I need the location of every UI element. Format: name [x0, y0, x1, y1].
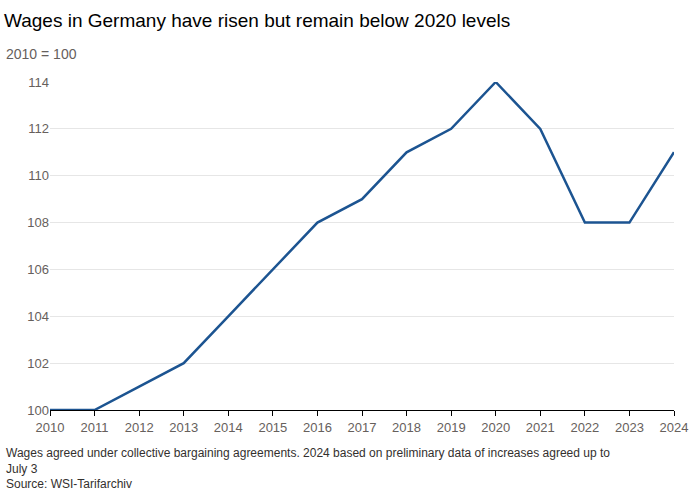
svg-text:2017: 2017	[348, 420, 377, 435]
svg-text:2024: 2024	[660, 420, 689, 435]
svg-text:Wages agreed under collective: Wages agreed under collective bargaining…	[6, 446, 610, 491]
svg-text:Wages in Germany have risen bu: Wages in Germany have risen but remain b…	[4, 10, 510, 31]
svg-text:2013: 2013	[169, 420, 198, 435]
svg-text:2019: 2019	[437, 420, 466, 435]
svg-text:2011: 2011	[81, 420, 109, 435]
svg-text:114: 114	[28, 75, 49, 90]
svg-text:100: 100	[27, 403, 49, 418]
svg-text:106: 106	[27, 262, 49, 277]
svg-text:2020: 2020	[481, 420, 510, 435]
svg-text:2012: 2012	[125, 420, 154, 435]
svg-text:112: 112	[28, 121, 49, 136]
svg-text:2018: 2018	[392, 420, 421, 435]
svg-text:102: 102	[27, 356, 49, 371]
svg-text:2010 = 100: 2010 = 100	[6, 46, 77, 62]
svg-text:2022: 2022	[570, 420, 599, 435]
svg-text:104: 104	[27, 309, 49, 324]
svg-text:2015: 2015	[258, 420, 287, 435]
svg-text:2014: 2014	[214, 420, 243, 435]
svg-text:2021: 2021	[526, 420, 555, 435]
svg-text:108: 108	[27, 215, 49, 230]
svg-text:110: 110	[28, 168, 49, 183]
svg-text:2010: 2010	[36, 420, 65, 435]
svg-text:2016: 2016	[303, 420, 332, 435]
svg-text:2023: 2023	[615, 420, 644, 435]
